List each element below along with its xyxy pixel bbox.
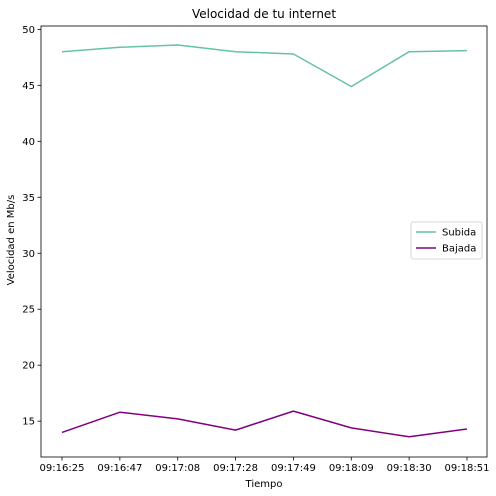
y-tick-label: 30 (22, 249, 35, 260)
y-axis-label: Velocidad en Mb/s (6, 195, 17, 286)
plot-frame (40, 25, 488, 458)
y-tick-label: 35 (22, 193, 35, 204)
x-tick-label: 09:18:09 (329, 463, 374, 474)
plot-area (61, 44, 468, 438)
y-tick-label: 15 (22, 417, 35, 428)
legend-label-subida: Subida (442, 228, 476, 239)
series-line-subida (61, 44, 468, 88)
y-tick-label: 40 (22, 137, 35, 148)
y-tick-label: 20 (22, 361, 35, 372)
chart-title: Velocidad de tu internet (192, 7, 336, 21)
x-tick-label: 09:16:47 (97, 463, 142, 474)
y-tick-label: 45 (22, 81, 35, 92)
legend: Subida Bajada (410, 221, 483, 260)
x-tick-label: 09:18:51 (445, 463, 490, 474)
x-tick-label: 09:18:30 (387, 463, 432, 474)
legend-label-bajada: Bajada (442, 244, 476, 255)
y-tick-label: 50 (22, 25, 35, 36)
x-tick-label: 09:17:08 (155, 463, 200, 474)
x-tick-label: 09:17:28 (213, 463, 258, 474)
x-axis-label: Tiempo (245, 479, 283, 490)
x-tick-label: 09:17:49 (271, 463, 316, 474)
y-tick-label: 25 (22, 305, 35, 316)
axes: 09:16:25 09:16:47 09:17:08 09:17:28 09:17:49… (22, 25, 489, 474)
series-line-bajada (61, 410, 468, 438)
x-tick-label: 09:16:25 (40, 463, 85, 474)
